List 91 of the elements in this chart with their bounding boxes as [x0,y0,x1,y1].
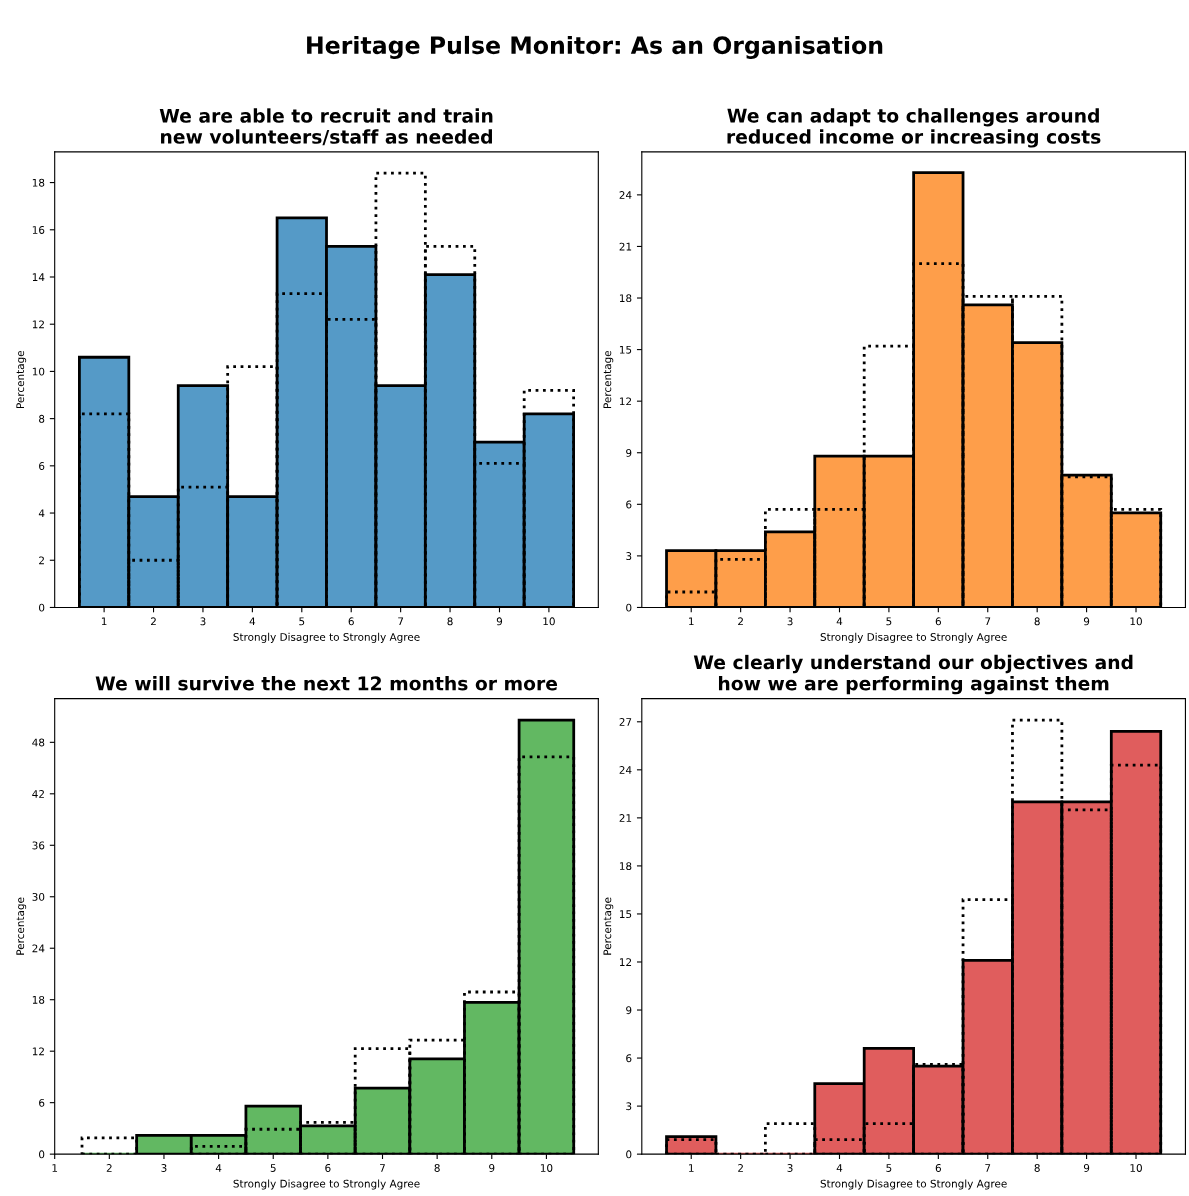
x-axis-title: Strongly Disagree to Strongly Agree [233,632,420,643]
x-tick-label: 5 [886,617,892,626]
x-tick-label: 4 [836,1164,843,1172]
x-tick-label: 9 [1083,617,1090,626]
y-axis-title: Percentage [603,350,614,408]
y-tick-label: 9 [626,448,632,457]
x-tick-label: 6 [348,617,354,626]
y-tick-label: 9 [626,1006,632,1015]
y-tick-label: 2 [39,556,44,565]
x-tick-label: 10 [540,1164,553,1172]
x-tick-label: 2 [106,1164,112,1172]
x-tick-label: 10 [1130,1164,1142,1172]
y-tick-label: 6 [626,500,632,509]
x-tick-label: 8 [434,1164,440,1172]
y-tick-label: 12 [32,1047,44,1056]
x-tick-label: 9 [496,617,503,626]
x-tick-label: 3 [787,1164,793,1172]
y-tick-label: 0 [39,1150,45,1159]
x-tick-label: 7 [985,1164,991,1172]
chart-title: We can adapt to challenges around reduced income or increasing costs [727,108,1101,148]
x-tick-label: 1 [52,1164,58,1172]
x-tick-label: 7 [380,1164,385,1172]
x-tick-label: 9 [489,1164,495,1172]
y-tick-label: 18 [32,178,45,187]
y-tick-label: 16 [32,226,45,234]
x-tick-label: 6 [325,1164,331,1172]
x-tick-label: 8 [1034,1164,1040,1172]
y-tick-label: 0 [626,603,632,612]
x-tick-label: 2 [738,1164,743,1172]
y-tick-label: 27 [619,718,632,726]
y-tick-label: 42 [32,790,44,798]
x-tick-label: 7 [398,617,404,626]
text: Heritage Pulse Monitor: As an Organisation [307,35,883,59]
y-tick-label: 0 [39,603,45,612]
y-tick-label: 30 [32,892,45,901]
x-tick-label: 2 [150,617,156,626]
y-tick-label: 10 [32,367,45,376]
x-tick-label: 8 [1034,617,1040,626]
x-tick-label: 4 [836,617,843,626]
y-tick-label: 15 [619,345,632,354]
y-tick-label: 24 [619,766,632,774]
x-tick-label: 4 [215,1164,222,1172]
x-tick-label: 5 [270,1164,276,1172]
x-axis-title: Strongly Disagree to Strongly Agree [820,1179,1007,1190]
y-tick-label: 48 [32,738,45,747]
y-tick-label: 6 [39,1098,45,1107]
x-tick-label: 4 [249,617,256,626]
x-tick-label: 1 [689,1164,694,1172]
y-tick-label: 6 [39,462,45,470]
x-tick-label: 1 [689,617,694,626]
y-tick-label: 24 [32,944,45,953]
x-tick-label: 7 [985,617,991,626]
x-tick-label: 3 [161,1164,167,1172]
y-tick-label: 0 [626,1150,632,1159]
x-tick-label: 10 [1130,617,1142,626]
y-tick-label: 12 [32,320,44,329]
y-tick-label: 12 [619,958,632,966]
y-tick-label: 6 [626,1054,632,1063]
y-axis-title: Percentage [16,350,27,408]
y-tick-label: 8 [39,414,45,423]
x-tick-label: 9 [1083,1164,1090,1172]
x-tick-label: 10 [543,617,555,626]
y-tick-label: 18 [619,862,632,871]
y-axis-title: Percentage [603,897,614,955]
chart-title: We clearly understand our objectives and how we are performing against them [693,654,1133,695]
y-tick-label: 21 [619,242,632,251]
y-tick-label: 3 [626,552,632,560]
chart-title: We will survive the next 12 months or more [95,675,558,691]
x-axis-title: Strongly Disagree to Strongly Agree [820,632,1007,643]
x-tick-label: 3 [200,617,206,626]
y-axis-title: Percentage [16,897,27,955]
y-tick-label: 36 [32,841,45,850]
y-tick-label: 14 [32,273,45,281]
x-tick-label: 5 [886,1164,892,1172]
x-tick-label: 3 [787,617,793,626]
x-axis-title: Strongly Disagree to Strongly Agree [233,1179,420,1190]
y-tick-label: 21 [619,814,632,822]
y-tick-label: 15 [619,910,632,919]
y-tick-label: 4 [38,509,45,517]
x-tick-label: 6 [935,1164,941,1172]
x-tick-label: 8 [447,617,453,626]
y-tick-label: 24 [619,191,632,199]
x-tick-label: 5 [299,617,305,626]
x-tick-label: 2 [738,617,743,626]
x-tick-label: 6 [935,617,941,626]
chart-title: We are able to recruit and train new volunteers/staff as needed [159,108,493,146]
y-tick-label: 18 [619,294,632,303]
y-tick-label: 18 [32,995,45,1004]
x-tick-label: 1 [101,617,107,626]
y-tick-label: 3 [626,1102,632,1111]
y-tick-label: 12 [619,397,632,406]
